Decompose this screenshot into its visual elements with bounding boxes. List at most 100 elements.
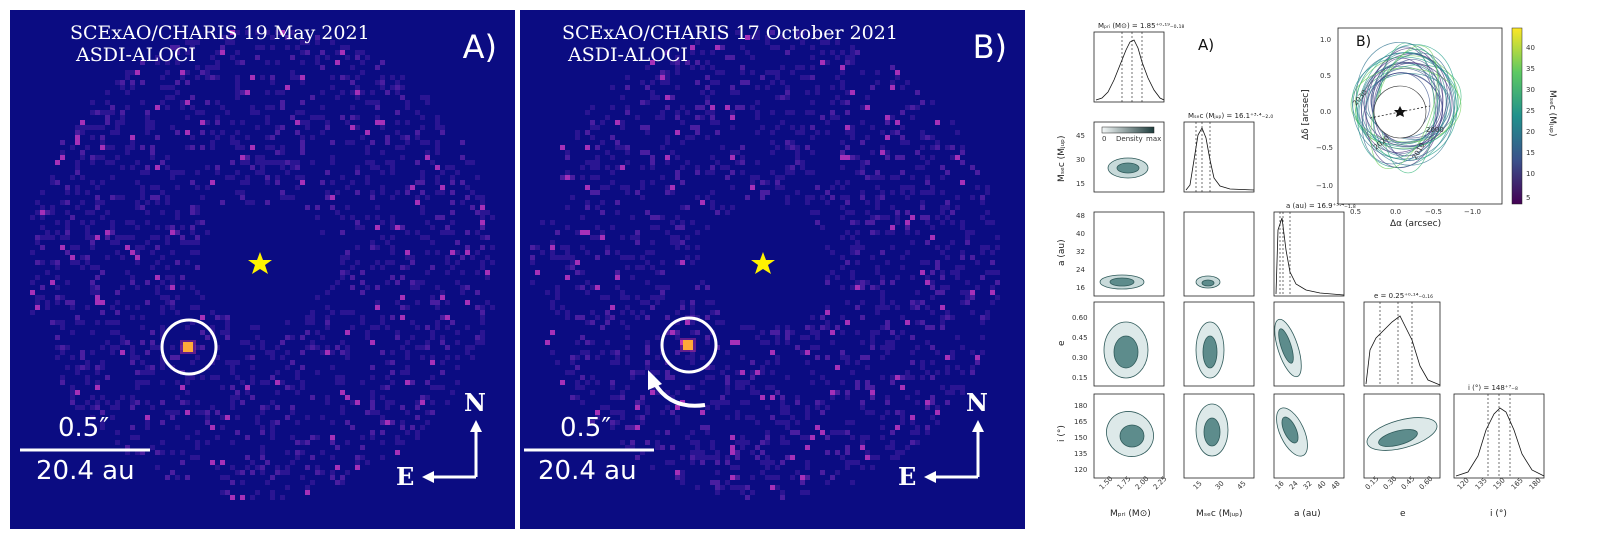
speckle-pixel	[85, 365, 90, 370]
speckle-pixel	[220, 45, 225, 50]
speckle-pixel	[885, 150, 890, 155]
speckle-pixel	[130, 70, 135, 75]
speckle-pixel	[160, 295, 165, 300]
speckle-pixel	[710, 365, 715, 370]
speckle-pixel	[50, 320, 55, 325]
speckle-pixel	[625, 75, 630, 80]
speckle-pixel	[850, 235, 855, 240]
speckle-pixel	[225, 320, 230, 325]
speckle-pixel	[790, 145, 795, 150]
speckle-pixel	[430, 295, 435, 300]
speckle-pixel	[415, 200, 420, 205]
speckle-pixel	[875, 170, 880, 175]
speckle-pixel	[725, 390, 730, 395]
speckle-pixel	[815, 405, 820, 410]
speckle-pixel	[335, 60, 340, 65]
speckle-pixel	[125, 220, 130, 225]
speckle-pixel	[345, 470, 350, 475]
speckle-pixel	[565, 175, 570, 180]
speckle-pixel	[145, 280, 150, 285]
speckle-pixel	[365, 160, 370, 165]
speckle-pixel	[300, 365, 305, 370]
speckle-pixel	[350, 265, 355, 270]
speckle-pixel	[635, 230, 640, 235]
speckle-pixel	[530, 255, 535, 260]
speckle-pixel	[275, 465, 280, 470]
speckle-pixel	[80, 320, 85, 325]
speckle-pixel	[625, 145, 630, 150]
speckle-pixel	[245, 175, 250, 180]
speckle-pixel	[60, 345, 65, 350]
speckle-pixel	[690, 440, 695, 445]
speckle-pixel	[365, 55, 370, 60]
speckle-pixel	[140, 205, 145, 210]
speckle-pixel	[635, 115, 640, 120]
speckle-pixel	[200, 120, 205, 125]
speckle-pixel	[920, 215, 925, 220]
speckle-pixel	[140, 325, 145, 330]
speckle-pixel	[350, 125, 355, 130]
speckle-pixel	[700, 425, 705, 430]
speckle-pixel	[265, 175, 270, 180]
speckle-pixel	[550, 305, 555, 310]
speckle-pixel	[645, 260, 650, 265]
speckle-pixel	[100, 360, 105, 365]
speckle-pixel	[760, 470, 765, 475]
speckle-pixel	[630, 215, 635, 220]
speckle-pixel	[825, 325, 830, 330]
speckle-pixel	[75, 125, 80, 130]
speckle-pixel	[165, 240, 170, 245]
speckle-pixel	[850, 130, 855, 135]
speckle-pixel	[405, 120, 410, 125]
speckle-pixel	[50, 260, 55, 265]
speckle-pixel	[870, 330, 875, 335]
speckle-pixel	[845, 200, 850, 205]
speckle-pixel	[325, 170, 330, 175]
speckle-pixel	[135, 160, 140, 165]
speckle-pixel	[210, 325, 215, 330]
speckle-pixel	[450, 265, 455, 270]
speckle-pixel	[690, 355, 695, 360]
speckle-pixel	[155, 345, 160, 350]
speckle-pixel	[100, 310, 105, 315]
speckle-pixel	[865, 220, 870, 225]
speckle-pixel	[775, 185, 780, 190]
speckle-pixel	[475, 195, 480, 200]
speckle-pixel	[290, 335, 295, 340]
speckle-pixel	[285, 415, 290, 420]
colorbar-ticks: 40 35 30 25 20 15 10 5	[1526, 44, 1535, 202]
speckle-pixel	[875, 80, 880, 85]
speckle-pixel	[675, 215, 680, 220]
speckle-pixel	[330, 350, 335, 355]
speckle-pixel	[55, 335, 60, 340]
speckle-pixel	[35, 210, 40, 215]
speckle-pixel	[765, 435, 770, 440]
speckle-pixel	[155, 290, 160, 295]
scale-arcsec-label: 0.5″	[560, 413, 612, 443]
speckle-pixel	[170, 170, 175, 175]
speckle-pixel	[655, 225, 660, 230]
speckle-pixel	[430, 330, 435, 335]
speckle-pixel	[280, 150, 285, 155]
speckle-pixel	[455, 380, 460, 385]
speckle-pixel	[345, 120, 350, 125]
speckle-pixel	[70, 385, 75, 390]
speckle-pixel	[380, 220, 385, 225]
speckle-pixel	[730, 90, 735, 95]
speckle-pixel	[745, 325, 750, 330]
speckle-pixel	[550, 250, 555, 255]
speckle-pixel	[855, 360, 860, 365]
speckle-pixel	[260, 155, 265, 160]
speckle-pixel	[805, 445, 810, 450]
svg-text:40: 40	[1526, 44, 1535, 52]
speckle-pixel	[840, 100, 845, 105]
speckle-pixel	[320, 65, 325, 70]
speckle-pixel	[890, 375, 895, 380]
speckle-pixel	[810, 435, 815, 440]
speckle-pixel	[90, 125, 95, 130]
speckle-pixel	[605, 245, 610, 250]
speckle-pixel	[845, 465, 850, 470]
speckle-pixel	[555, 310, 560, 315]
speckle-pixel	[795, 65, 800, 70]
speckle-pixel	[565, 205, 570, 210]
